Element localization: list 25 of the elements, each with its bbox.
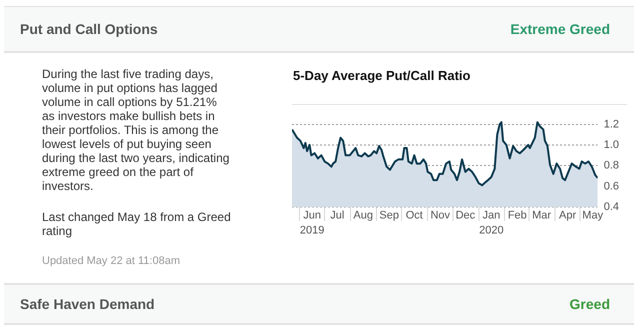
x-tick-label: Aug [353,210,373,222]
text: Put and Call Options [20,21,158,37]
x-tick-label: May [582,210,604,222]
x-tick-label: Apr [558,210,576,222]
x-tick-label: Sep [379,210,399,222]
x-tick-label: Mar [532,210,552,222]
x-tick-label: Feb [508,210,527,222]
x-tick-label: Oct [406,210,423,222]
text: Last changed May 18 from a Greed rating [42,210,232,238]
text: Extreme Greed [510,21,610,37]
x-tick-label: Jul [330,210,344,222]
text: During the last five trading days, volume in put options has lagged volume in call options by 51.21% as investors make bullish bets in their portfolios. This is among the lowest levels of put buying seen during the last two years, indicating extreme greed on the part of investors. [42,67,230,193]
x-tick-label: Dec [456,210,476,222]
x-tick-label: Jun 2019 [300,210,324,237]
y-tick-label: 1.2 [604,118,620,130]
x-tick-label: Nov [430,210,451,222]
text: Safe Haven Demand [20,296,155,312]
x-tick-label: Jan 2020 [479,210,504,237]
y-tick-label: 0.8 [604,160,620,172]
y-tick-label: 0.6 [604,180,620,192]
text: Greed [570,296,610,312]
y-tick-label: 1.0 [604,138,620,151]
text: Updated May 22 at 11:08am [42,255,180,267]
y-tick-label: 0.4 [604,201,620,214]
chart-title: 5-Day Average Put/Call Ratio [293,68,470,83]
